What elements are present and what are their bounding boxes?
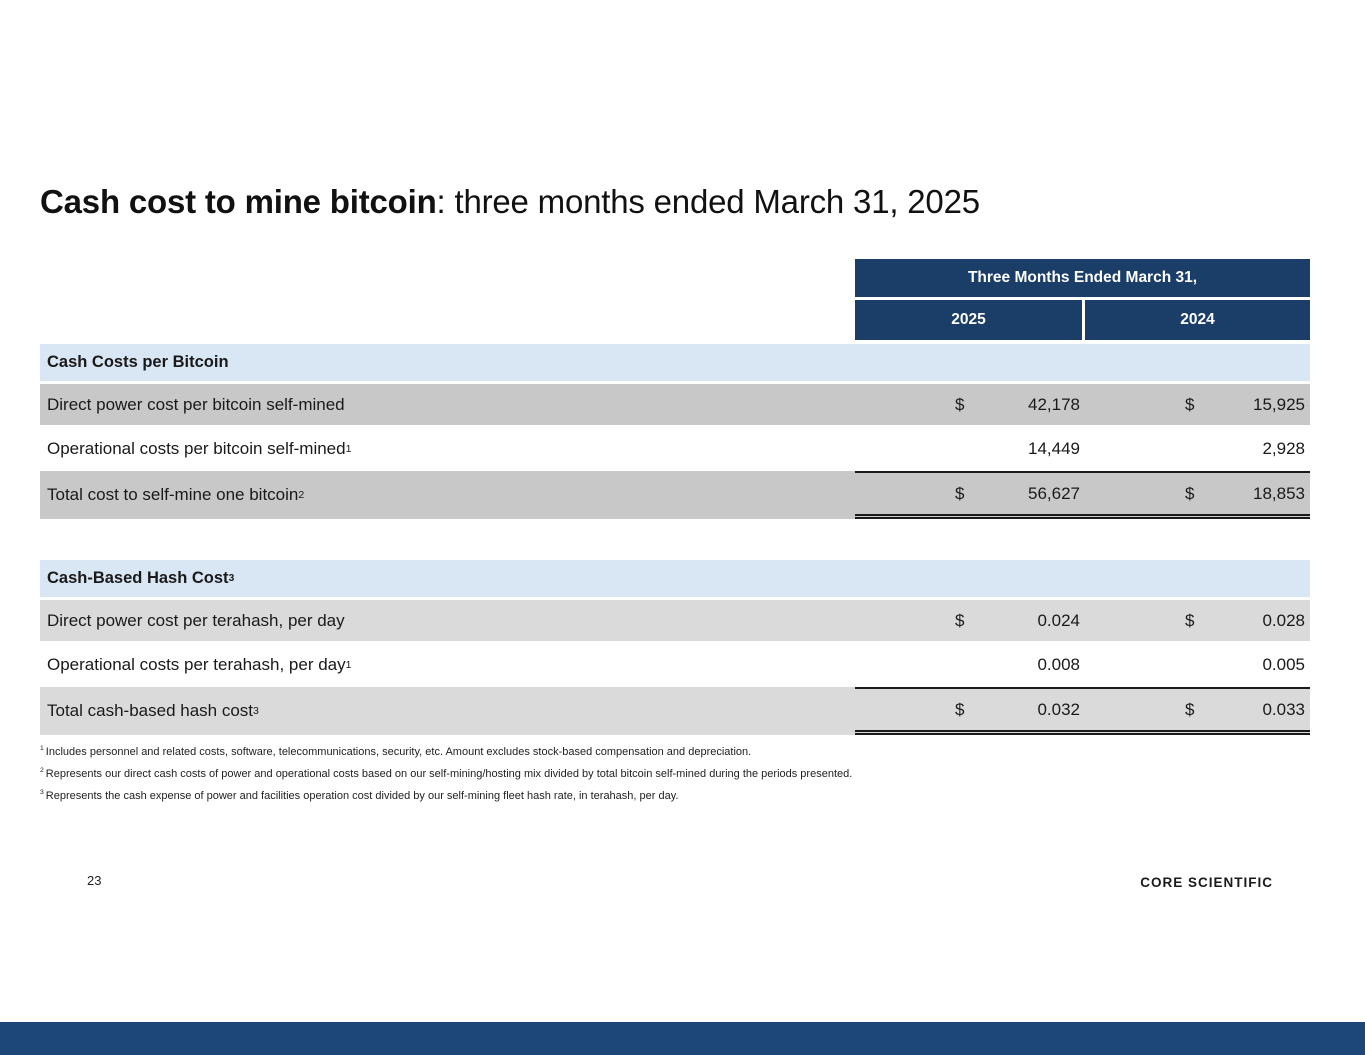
table-header: Three Months Ended March 31, 2025 2024	[855, 259, 1310, 340]
footnote-text: Represents the cash expense of power and…	[45, 790, 679, 803]
value-2025: 0.032	[1037, 699, 1080, 719]
value-cell-2024: $15,925	[1085, 384, 1310, 425]
value-2024: 0.005	[1262, 654, 1305, 674]
value-2025: 0.008	[1037, 654, 1080, 674]
value-cell-2025: $0.032	[855, 687, 1085, 735]
footnotes: 1 Includes personnel and related costs, s…	[40, 745, 853, 813]
currency-symbol: $	[955, 699, 965, 719]
section-heading: Cash-Based Hash Cost 3	[40, 560, 1310, 597]
row-label-text: Operational costs per bitcoin self-mined	[47, 438, 346, 458]
table-row-total: Total cost to self-mine one bitcoin 2 $56…	[40, 471, 1310, 519]
value-2025: 56,627	[1028, 483, 1080, 503]
page-title-rest: : three months ended March 31, 2025	[436, 183, 981, 220]
value-2024: 18,853	[1253, 483, 1305, 503]
value-cell-2025: $42,178	[855, 384, 1085, 425]
currency-symbol: $	[955, 483, 965, 503]
footnote-1: 1 Includes personnel and related costs, s…	[40, 745, 852, 759]
value-2025: 42,178	[1028, 394, 1080, 414]
footnote-text: Includes personnel and related costs, so…	[45, 746, 752, 758]
section-cash-costs-per-bitcoin: Cash Costs per Bitcoin Direct power cost…	[40, 344, 1310, 519]
row-label-text: Direct power cost per bitcoin self-mined	[47, 394, 345, 414]
currency-symbol: $	[1185, 610, 1195, 630]
value-cell-2024: $18,853	[1085, 471, 1310, 519]
footnote-2: 2 Represents our direct cash costs of pow…	[40, 767, 853, 781]
cost-table: Cash Costs per Bitcoin Direct power cost…	[40, 344, 1310, 735]
bottom-accent-bar	[0, 1022, 1365, 1055]
footnote-sup: 3	[40, 789, 44, 797]
value-cell-2024: 0.005	[1085, 644, 1310, 685]
footnote-text: Represents our direct cash costs of powe…	[45, 768, 853, 781]
row-label-text: Direct power cost per terahash, per day	[47, 610, 345, 630]
value-cell-2025: $0.024	[855, 600, 1085, 641]
table-row: Direct power cost per terahash, per day …	[40, 600, 1310, 641]
value-2024: 2,928	[1262, 438, 1305, 458]
currency-symbol: $	[955, 394, 965, 414]
table-header-columns: 2025 2024	[855, 300, 1310, 340]
page-title: Cash cost to mine bitcoin: three months …	[40, 183, 980, 221]
row-label: Total cost to self-mine one bitcoin 2	[47, 485, 305, 504]
currency-symbol: $	[1185, 699, 1195, 719]
page-title-bold: Cash cost to mine bitcoin	[40, 183, 437, 220]
column-header-2024: 2024	[1085, 300, 1310, 340]
column-header-2025: 2025	[855, 300, 1082, 340]
footnote-sup: 1	[40, 745, 44, 753]
row-label-text: Total cost to self-mine one bitcoin	[47, 485, 299, 504]
table-row: Operational costs per terahash, per day 1…	[40, 644, 1310, 685]
row-label: Direct power cost per terahash, per day	[40, 600, 855, 641]
value-cell-2025: 0.008	[855, 644, 1085, 685]
footnote-sup: 2	[40, 767, 44, 775]
footnote-3: 3 Represents the cash expense of power an…	[40, 789, 852, 803]
table-row: Operational costs per bitcoin self-mined…	[40, 428, 1310, 469]
row-label-text: Total cash-based hash cost	[47, 701, 254, 720]
value-2024: 15,925	[1253, 394, 1305, 414]
core-scientific-logo: CORE SCIENTIFIC	[1140, 875, 1273, 890]
section-heading-text: Cash-Based Hash Cost	[47, 569, 229, 587]
value-2024: 0.028	[1262, 610, 1305, 630]
section-heading: Cash Costs per Bitcoin	[40, 344, 1310, 381]
value-cell-2024: $0.033	[1085, 687, 1310, 735]
currency-symbol: $	[1185, 483, 1195, 503]
table-row-total: Total cash-based hash cost 3 $0.032 $0.03…	[40, 687, 1310, 735]
section-cash-based-hash-cost: Cash-Based Hash Cost 3 Direct power cost …	[40, 560, 1310, 735]
currency-symbol: $	[1185, 394, 1195, 414]
row-label-text: Operational costs per terahash, per day	[47, 654, 346, 674]
row-label: Total cash-based hash cost 3	[47, 701, 259, 720]
page-number: 23	[87, 873, 102, 888]
value-cell-2024: $0.028	[1085, 600, 1310, 641]
value-2025: 0.024	[1037, 610, 1080, 630]
row-label: Operational costs per terahash, per day 1	[47, 654, 352, 674]
value-cell-2024: 2,928	[1085, 428, 1310, 469]
table-header-title: Three Months Ended March 31,	[855, 259, 1310, 297]
row-label: Operational costs per bitcoin self-mined…	[47, 438, 352, 458]
value-cell-2025: 14,449	[855, 428, 1085, 469]
currency-symbol: $	[955, 610, 965, 630]
value-2024: 0.033	[1262, 699, 1305, 719]
row-label: Direct power cost per bitcoin self-mined	[40, 384, 855, 425]
value-2025: 14,449	[1028, 438, 1080, 458]
section-heading-text: Cash Costs per Bitcoin	[47, 353, 229, 371]
value-cell-2025: $56,627	[855, 471, 1085, 519]
table-row: Direct power cost per bitcoin self-mined…	[40, 384, 1310, 425]
